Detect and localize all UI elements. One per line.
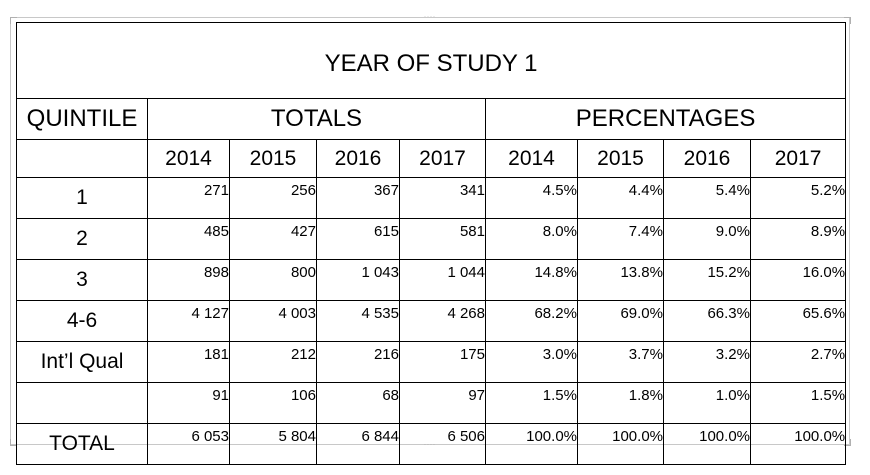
totals-year-header: 2016 [316, 139, 400, 178]
total-cell: 68 [316, 382, 400, 424]
total-cell: 427 [229, 218, 317, 260]
percentages-year-header: 2014 [485, 139, 578, 178]
percentage-cell: 66.3% [663, 300, 751, 342]
percentage-cell: 69.0% [577, 300, 664, 342]
resize-handle-top-right[interactable] [844, 17, 851, 24]
resize-handle-top[interactable]: ···· [424, 14, 436, 20]
totals-header: TOTALS [147, 98, 486, 140]
quintile-label: TOTAL [16, 423, 148, 465]
total-cell: 212 [229, 341, 317, 383]
quintile-header: QUINTILE [16, 98, 148, 140]
resize-handle-bottom-right[interactable] [844, 439, 851, 446]
table-row: 3 898 800 1 043 1 044 14.8% 13.8% 15.2% 16.0% [16, 259, 847, 301]
total-cell: 615 [316, 218, 400, 260]
percentage-cell: 5.2% [749, 177, 847, 219]
percentage-cell: 1.5% [749, 382, 847, 424]
total-cell: 4 127 [147, 300, 230, 342]
resize-handle-bottom-left[interactable] [10, 439, 17, 446]
percentage-cell: 3.7% [577, 341, 664, 383]
table-title: YEAR OF STUDY 1 [15, 22, 847, 99]
quintile-label: Int’l Qual [16, 341, 148, 383]
total-cell: 256 [229, 177, 317, 219]
table-row: 91 106 68 97 1.5% 1.8% 1.0% 1.5% [16, 382, 847, 424]
table-row: Int’l Qual 181 212 216 175 3.0% 3.7% 3.2% 2.7% [16, 341, 847, 383]
total-cell: 4 535 [316, 300, 400, 342]
total-cell: 367 [316, 177, 400, 219]
percentages-year-header: 2016 [663, 139, 751, 178]
total-cell: 106 [229, 382, 317, 424]
total-cell: 6 506 [399, 423, 486, 465]
total-cell: 1 043 [316, 259, 400, 301]
percentage-cell: 4.5% [485, 177, 578, 219]
percentage-cell: 68.2% [485, 300, 578, 342]
percentage-cell: 15.2% [663, 259, 751, 301]
percentages-year-header: 2015 [577, 139, 664, 178]
percentage-cell: 8.0% [485, 218, 578, 260]
quintile-label [16, 382, 148, 424]
percentage-cell: 4.4% [577, 177, 664, 219]
total-cell: 175 [399, 341, 486, 383]
percentage-cell: 100.0% [749, 423, 847, 465]
quintile-label: 2 [16, 218, 148, 260]
total-cell: 91 [147, 382, 230, 424]
percentage-cell: 1.5% [485, 382, 578, 424]
quintile-label: 3 [16, 259, 148, 301]
percentage-cell: 100.0% [663, 423, 751, 465]
quintile-label: 4-6 [16, 300, 148, 342]
total-cell: 898 [147, 259, 230, 301]
year-of-study-table: YEAR OF STUDY 1 QUINTILE TOTALS PERCENTA… [15, 22, 847, 465]
percentage-cell: 3.0% [485, 341, 578, 383]
totals-year-header: 2014 [147, 139, 230, 178]
total-cell: 341 [399, 177, 486, 219]
percentage-cell: 14.8% [485, 259, 578, 301]
percentage-cell: 2.7% [749, 341, 847, 383]
percentage-cell: 16.0% [749, 259, 847, 301]
resize-handle-top-left[interactable] [10, 17, 17, 24]
total-cell: 800 [229, 259, 317, 301]
total-cell: 5 804 [229, 423, 317, 465]
percentage-cell: 1.0% [663, 382, 751, 424]
total-cell: 1 044 [399, 259, 486, 301]
table-row: TOTAL 6 053 5 804 6 844 6 506 100.0% 100.0% 100… [16, 423, 847, 465]
totals-year-header: 2017 [399, 139, 486, 178]
percentage-cell: 100.0% [577, 423, 664, 465]
total-cell: 4 268 [399, 300, 486, 342]
percentage-cell: 8.9% [749, 218, 847, 260]
total-cell: 97 [399, 382, 486, 424]
total-cell: 581 [399, 218, 486, 260]
table-row: 4-6 4 127 4 003 4 535 4 268 68.2% 69.0% 66.3% 65… [16, 300, 847, 342]
percentage-cell: 100.0% [485, 423, 578, 465]
year-header-blank [16, 139, 148, 178]
percentage-cell: 3.2% [663, 341, 751, 383]
total-cell: 4 003 [229, 300, 317, 342]
percentage-cell: 1.8% [577, 382, 664, 424]
percentage-cell: 13.8% [577, 259, 664, 301]
total-cell: 6 053 [147, 423, 230, 465]
quintile-label: 1 [16, 177, 148, 219]
percentage-cell: 7.4% [577, 218, 664, 260]
table-row: 1 271 256 367 341 4.5% 4.4% 5.4% 5.2% [16, 177, 847, 219]
total-cell: 6 844 [316, 423, 400, 465]
percentages-year-header: 2017 [749, 139, 847, 178]
table-row: 2 485 427 615 581 8.0% 7.4% 9.0% 8.9% [16, 218, 847, 260]
percentage-cell: 9.0% [663, 218, 751, 260]
totals-year-header: 2015 [229, 139, 317, 178]
percentage-cell: 65.6% [749, 300, 847, 342]
total-cell: 271 [147, 177, 230, 219]
total-cell: 216 [316, 341, 400, 383]
percentages-header: PERCENTAGES [484, 98, 847, 140]
total-cell: 181 [147, 341, 230, 383]
percentage-cell: 5.4% [663, 177, 751, 219]
total-cell: 485 [147, 218, 230, 260]
